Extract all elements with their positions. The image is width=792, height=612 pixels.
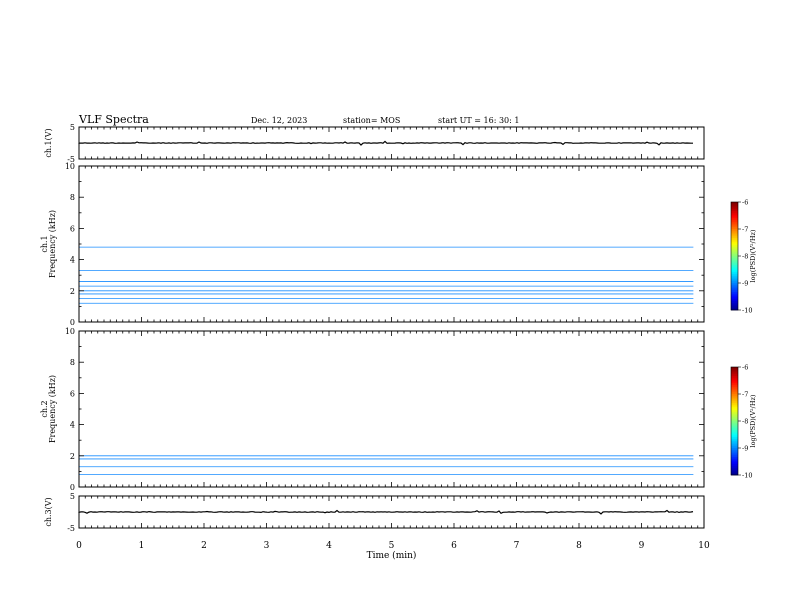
panel-1-frame (78, 126, 705, 160)
chart-title: VLF Spectra (79, 113, 149, 126)
y-tick-label: 5 (70, 123, 75, 132)
start-time-label: start UT = 16: 30: 1 (438, 116, 519, 125)
date-label: Dec. 12, 2023 (251, 116, 307, 125)
y-tick-label: -5 (67, 155, 75, 164)
station-label: station= MOS (343, 116, 400, 125)
waveform-trace-ch1_waveform (78, 140, 693, 146)
y-axis-label: ch.1(V) (44, 128, 53, 157)
